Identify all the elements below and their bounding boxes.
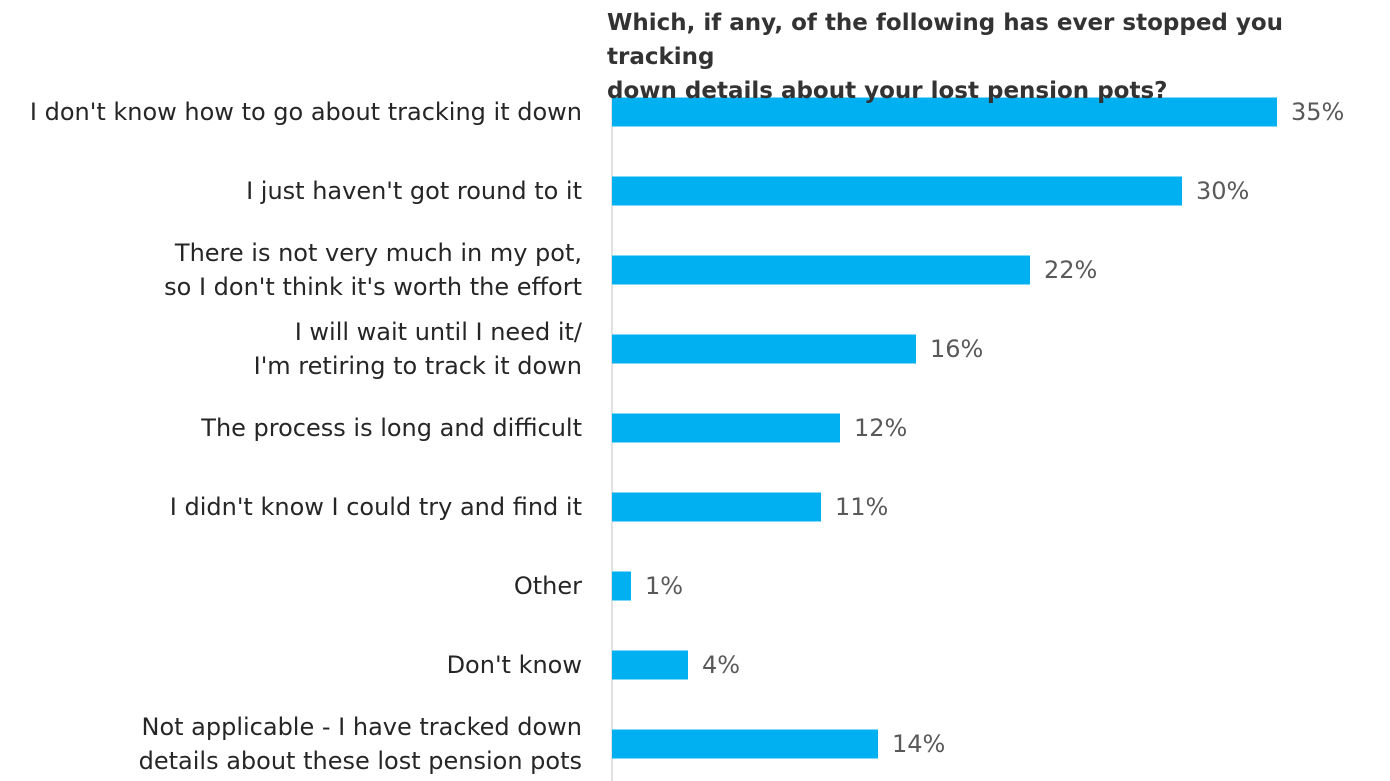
bar — [612, 492, 821, 522]
value-label: 35% — [1291, 98, 1345, 126]
bar — [612, 255, 1030, 285]
bar — [612, 334, 916, 364]
bar — [612, 97, 1277, 127]
bar — [612, 413, 840, 443]
value-label: 30% — [1196, 177, 1250, 205]
category-label: I don't know how to go about tracking it… — [29, 98, 582, 126]
value-label: 16% — [930, 335, 984, 363]
value-label: 11% — [835, 493, 889, 521]
category-label: I will wait until I need it/ I'm retirin… — [253, 318, 582, 380]
value-label: 1% — [645, 572, 684, 600]
category-label: The process is long and difficult — [201, 414, 582, 442]
category-label: Other — [513, 572, 582, 600]
bar — [612, 571, 631, 601]
category-label: Not applicable - I have tracked down det… — [138, 713, 582, 775]
value-label: 22% — [1044, 256, 1098, 284]
bar — [612, 729, 878, 759]
value-label: 12% — [854, 414, 908, 442]
value-label: 14% — [892, 730, 946, 758]
bar — [612, 176, 1182, 206]
category-label: Don't know — [446, 651, 582, 679]
category-label: I just haven't got round to it — [246, 177, 582, 205]
category-label: There is not very much in my pot, so I d… — [164, 239, 582, 301]
category-label: I didn't know I could try and find it — [169, 493, 582, 521]
value-label: 4% — [702, 651, 741, 679]
bar — [612, 650, 688, 680]
chart-title: Which, if any, of the following has ever… — [607, 10, 1284, 104]
